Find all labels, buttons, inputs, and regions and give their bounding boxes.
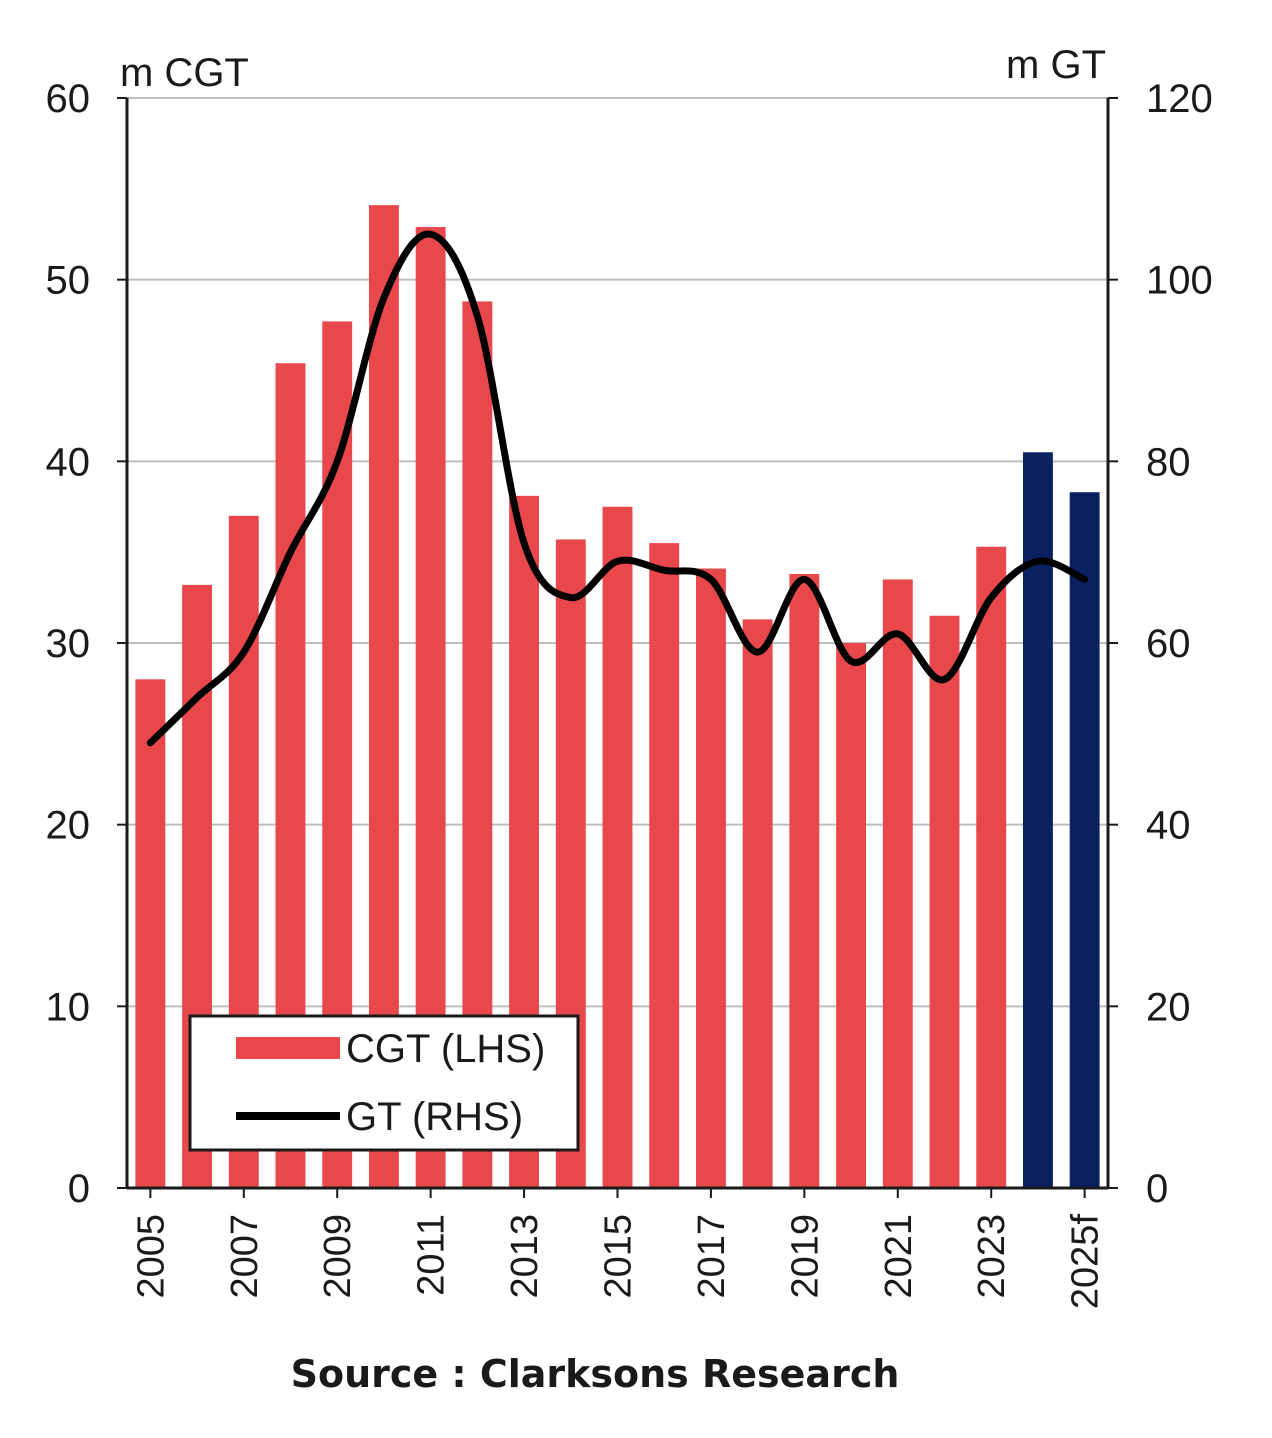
right-axis-label: m GT: [1006, 43, 1106, 87]
bar-2017: [695, 568, 726, 1188]
bar-2005: [135, 679, 166, 1188]
bar-2020: [836, 643, 867, 1188]
left-y-ticks: 0 10 20 30 40 50 60: [46, 77, 127, 1211]
x-tick-label: 2023: [971, 1214, 1013, 1299]
x-tick-label: 2013: [504, 1214, 546, 1299]
x-ticks: 2005 2007 2009 2011 2013 2015 2017 2019 2021 2023…: [130, 1188, 1107, 1310]
right-tick-label: 80: [1146, 440, 1191, 484]
source-note: Source : Clarksons Research: [290, 1352, 900, 1396]
legend-label-cgt: CGT (LHS): [346, 1027, 545, 1071]
bar-2015: [602, 506, 633, 1188]
right-tick-label: 100: [1146, 259, 1213, 303]
left-tick-label: 50: [46, 259, 91, 303]
left-tick-label: 20: [46, 804, 91, 848]
left-tick-label: 40: [46, 440, 91, 484]
x-tick-label: 2009: [317, 1214, 359, 1299]
x-tick-label: 2025f: [1065, 1214, 1107, 1310]
bar-2022: [929, 615, 960, 1188]
bar-2025f: [1069, 492, 1100, 1188]
bar-2016: [649, 543, 680, 1188]
left-tick-label: 60: [46, 77, 91, 121]
right-tick-label: 60: [1146, 622, 1191, 666]
right-tick-label: 0: [1146, 1167, 1168, 1211]
left-tick-label: 0: [68, 1167, 90, 1211]
x-tick-label: 2017: [691, 1214, 733, 1299]
left-tick-label: 30: [46, 622, 91, 666]
legend-label-gt: GT (RHS): [346, 1095, 523, 1139]
right-y-ticks: 0 20 40 60 80 100 120: [1108, 77, 1213, 1211]
x-tick-label: 2005: [130, 1214, 172, 1299]
right-tick-label: 120: [1146, 77, 1213, 121]
left-axis-label: m CGT: [120, 51, 249, 95]
legend: CGT (LHS) GT (RHS): [188, 1014, 580, 1152]
x-tick-label: 2019: [784, 1214, 826, 1299]
gt-line: [146, 230, 1089, 747]
bar-2023: [976, 546, 1007, 1188]
legend-swatch-cgt: [236, 1037, 340, 1059]
bar-2021: [882, 579, 913, 1188]
x-tick-label: 2021: [878, 1214, 920, 1299]
x-tick-label: 2011: [411, 1214, 453, 1296]
bar-2024: [1022, 452, 1053, 1188]
x-tick-label: 2015: [598, 1214, 640, 1299]
bar-2019: [789, 573, 820, 1188]
right-tick-label: 40: [1146, 804, 1191, 848]
left-tick-label: 10: [46, 985, 91, 1029]
bar-2018: [742, 619, 773, 1188]
x-tick-label: 2007: [224, 1214, 266, 1299]
right-tick-label: 20: [1146, 985, 1191, 1029]
